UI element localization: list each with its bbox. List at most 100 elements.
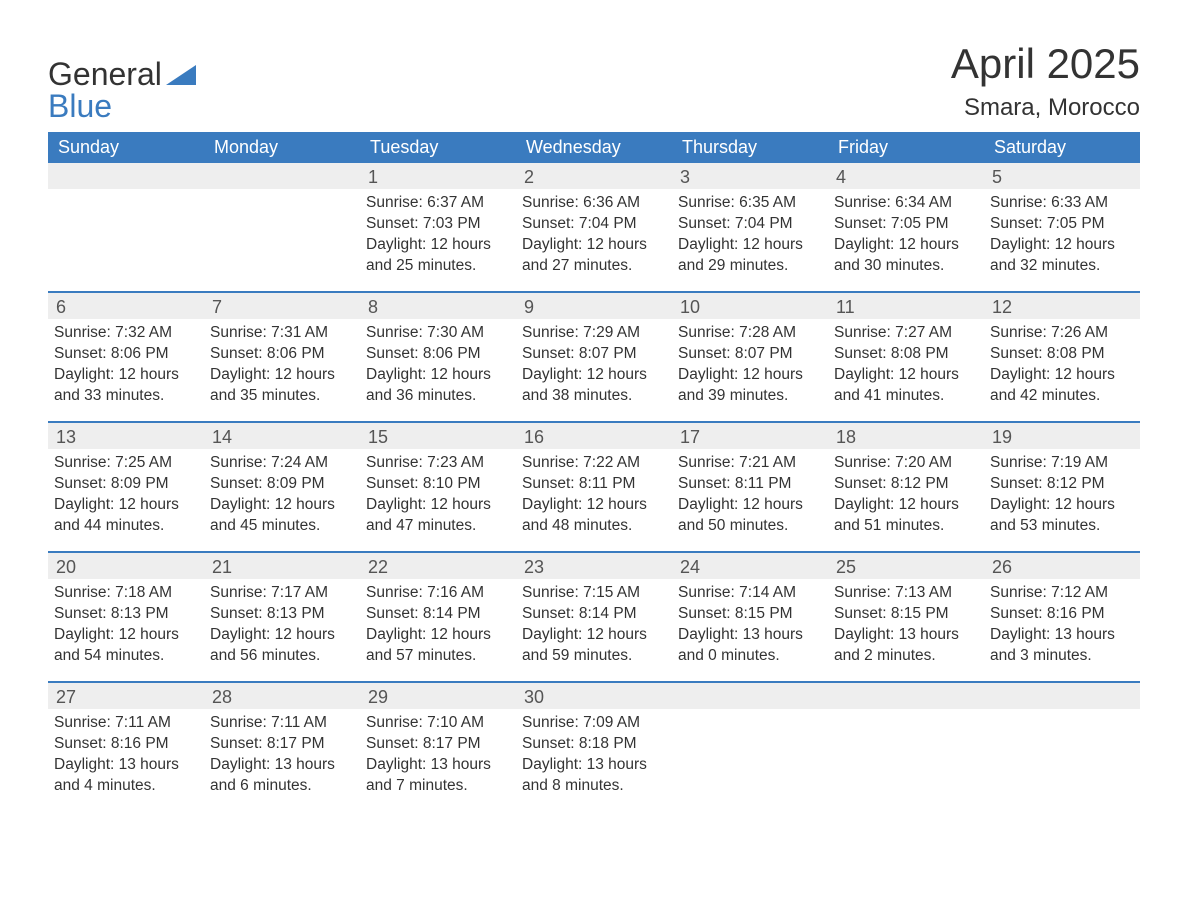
- daylight-text: Daylight: 12 hours and 45 minutes.: [210, 495, 354, 537]
- calendar-cell: 11Sunrise: 7:27 AMSunset: 8:08 PMDayligh…: [828, 293, 984, 421]
- calendar-cell: [204, 163, 360, 291]
- daylight-text: Daylight: 12 hours and 32 minutes.: [990, 235, 1134, 277]
- calendar-cell: [48, 163, 204, 291]
- cell-body: Sunrise: 7:21 AMSunset: 8:11 PMDaylight:…: [672, 449, 828, 547]
- day-number: 11: [828, 293, 984, 319]
- day-number: 26: [984, 553, 1140, 579]
- sunrise-text: Sunrise: 7:32 AM: [54, 323, 198, 344]
- calendar-cell: [984, 683, 1140, 811]
- calendar-cell: 22Sunrise: 7:16 AMSunset: 8:14 PMDayligh…: [360, 553, 516, 681]
- sunset-text: Sunset: 8:06 PM: [210, 344, 354, 365]
- calendar-cell: 21Sunrise: 7:17 AMSunset: 8:13 PMDayligh…: [204, 553, 360, 681]
- sunrise-text: Sunrise: 7:30 AM: [366, 323, 510, 344]
- cell-body: Sunrise: 6:33 AMSunset: 7:05 PMDaylight:…: [984, 189, 1140, 287]
- sunrise-text: Sunrise: 7:21 AM: [678, 453, 822, 474]
- title-block: April 2025 Smara, Morocco: [951, 40, 1140, 122]
- daylight-text: Daylight: 12 hours and 54 minutes.: [54, 625, 198, 667]
- sunset-text: Sunset: 8:08 PM: [990, 344, 1134, 365]
- cell-body: Sunrise: 7:24 AMSunset: 8:09 PMDaylight:…: [204, 449, 360, 547]
- daylight-text: Daylight: 12 hours and 42 minutes.: [990, 365, 1134, 407]
- calendar-cell: 16Sunrise: 7:22 AMSunset: 8:11 PMDayligh…: [516, 423, 672, 551]
- day-number: 5: [984, 163, 1140, 189]
- sunset-text: Sunset: 8:13 PM: [210, 604, 354, 625]
- day-number: 4: [828, 163, 984, 189]
- day-number: 20: [48, 553, 204, 579]
- sunrise-text: Sunrise: 7:17 AM: [210, 583, 354, 604]
- week-row: 27Sunrise: 7:11 AMSunset: 8:16 PMDayligh…: [48, 681, 1140, 811]
- cell-body: Sunrise: 7:23 AMSunset: 8:10 PMDaylight:…: [360, 449, 516, 547]
- sunrise-text: Sunrise: 7:18 AM: [54, 583, 198, 604]
- day-number: 22: [360, 553, 516, 579]
- daylight-text: Daylight: 12 hours and 57 minutes.: [366, 625, 510, 667]
- calendar-cell: 25Sunrise: 7:13 AMSunset: 8:15 PMDayligh…: [828, 553, 984, 681]
- day-header-row: Sunday Monday Tuesday Wednesday Thursday…: [48, 132, 1140, 163]
- sunset-text: Sunset: 8:09 PM: [54, 474, 198, 495]
- cell-body: Sunrise: 7:29 AMSunset: 8:07 PMDaylight:…: [516, 319, 672, 417]
- sunrise-text: Sunrise: 7:25 AM: [54, 453, 198, 474]
- day-number: 28: [204, 683, 360, 709]
- header: General Blue April 2025 Smara, Morocco: [48, 40, 1140, 122]
- day-number: 25: [828, 553, 984, 579]
- cell-body: [204, 189, 360, 279]
- cell-body: Sunrise: 7:10 AMSunset: 8:17 PMDaylight:…: [360, 709, 516, 807]
- sunset-text: Sunset: 8:06 PM: [54, 344, 198, 365]
- sunrise-text: Sunrise: 7:15 AM: [522, 583, 666, 604]
- calendar-cell: 28 Sunrise: 7:11 AMSunset: 8:17 PMDayligh…: [204, 683, 360, 811]
- day-header: Wednesday: [516, 132, 672, 163]
- day-number: 15: [360, 423, 516, 449]
- sunrise-text: Sunrise: 7:19 AM: [990, 453, 1134, 474]
- day-header: Friday: [828, 132, 984, 163]
- sunrise-text: Sunrise: 6:33 AM: [990, 193, 1134, 214]
- calendar-cell: 6Sunrise: 7:32 AMSunset: 8:06 PMDaylight…: [48, 293, 204, 421]
- week-row: 1Sunrise: 6:37 AMSunset: 7:03 PMDaylight…: [48, 163, 1140, 291]
- day-number: 29: [360, 683, 516, 709]
- sunset-text: Sunset: 8:09 PM: [210, 474, 354, 495]
- sunrise-text: Sunrise: 6:37 AM: [366, 193, 510, 214]
- cell-body: Sunrise: 7:18 AMSunset: 8:13 PMDaylight:…: [48, 579, 204, 677]
- cell-body: [828, 709, 984, 799]
- calendar-cell: 27Sunrise: 7:11 AMSunset: 8:16 PMDayligh…: [48, 683, 204, 811]
- daylight-text: Daylight: 12 hours and 25 minutes.: [366, 235, 510, 277]
- cell-body: Sunrise: 6:36 AMSunset: 7:04 PMDaylight:…: [516, 189, 672, 287]
- calendar-cell: 17Sunrise: 7:21 AMSunset: 8:11 PMDayligh…: [672, 423, 828, 551]
- sunrise-text: Sunrise: 7:11 AM: [210, 713, 354, 734]
- sunset-text: Sunset: 7:04 PM: [678, 214, 822, 235]
- calendar-cell: 24Sunrise: 7:14 AMSunset: 8:15 PMDayligh…: [672, 553, 828, 681]
- sunrise-text: Sunrise: 6:34 AM: [834, 193, 978, 214]
- day-number: [828, 683, 984, 709]
- daylight-text: Daylight: 12 hours and 30 minutes.: [834, 235, 978, 277]
- daylight-text: Daylight: 12 hours and 48 minutes.: [522, 495, 666, 537]
- cell-body: Sunrise: 7:09 AMSunset: 8:18 PMDaylight:…: [516, 709, 672, 807]
- sunset-text: Sunset: 8:12 PM: [990, 474, 1134, 495]
- sunset-text: Sunset: 8:17 PM: [366, 734, 510, 755]
- cell-body: [672, 709, 828, 799]
- cell-body: Sunrise: 7:27 AMSunset: 8:08 PMDaylight:…: [828, 319, 984, 417]
- daylight-text: Daylight: 12 hours and 41 minutes.: [834, 365, 978, 407]
- calendar-cell: 19Sunrise: 7:19 AMSunset: 8:12 PMDayligh…: [984, 423, 1140, 551]
- day-number: 7: [204, 293, 360, 319]
- sunrise-text: Sunrise: 7:28 AM: [678, 323, 822, 344]
- day-header: Tuesday: [360, 132, 516, 163]
- daylight-text: Daylight: 12 hours and 51 minutes.: [834, 495, 978, 537]
- cell-body: Sunrise: 7:26 AMSunset: 8:08 PMDaylight:…: [984, 319, 1140, 417]
- daylight-text: Daylight: 12 hours and 36 minutes.: [366, 365, 510, 407]
- calendar-cell: 5Sunrise: 6:33 AMSunset: 7:05 PMDaylight…: [984, 163, 1140, 291]
- daylight-text: Daylight: 13 hours and 2 minutes.: [834, 625, 978, 667]
- sunset-text: Sunset: 8:17 PM: [210, 734, 354, 755]
- day-header: Monday: [204, 132, 360, 163]
- day-number: 1: [360, 163, 516, 189]
- cell-body: Sunrise: 7:11 AMSunset: 8:16 PMDaylight:…: [48, 709, 204, 807]
- calendar: Sunday Monday Tuesday Wednesday Thursday…: [48, 132, 1140, 811]
- daylight-text: Daylight: 13 hours and 0 minutes.: [678, 625, 822, 667]
- daylight-text: Daylight: 13 hours and 6 minutes.: [210, 755, 354, 797]
- calendar-cell: 18Sunrise: 7:20 AMSunset: 8:12 PMDayligh…: [828, 423, 984, 551]
- sunrise-text: Sunrise: 7:16 AM: [366, 583, 510, 604]
- sunset-text: Sunset: 7:04 PM: [522, 214, 666, 235]
- cell-body: Sunrise: 6:34 AMSunset: 7:05 PMDaylight:…: [828, 189, 984, 287]
- sunrise-text: Sunrise: 7:09 AM: [522, 713, 666, 734]
- cell-body: Sunrise: 7:22 AMSunset: 8:11 PMDaylight:…: [516, 449, 672, 547]
- calendar-cell: 9Sunrise: 7:29 AMSunset: 8:07 PMDaylight…: [516, 293, 672, 421]
- week-row: 6Sunrise: 7:32 AMSunset: 8:06 PMDaylight…: [48, 291, 1140, 421]
- sunset-text: Sunset: 8:07 PM: [678, 344, 822, 365]
- day-header: Thursday: [672, 132, 828, 163]
